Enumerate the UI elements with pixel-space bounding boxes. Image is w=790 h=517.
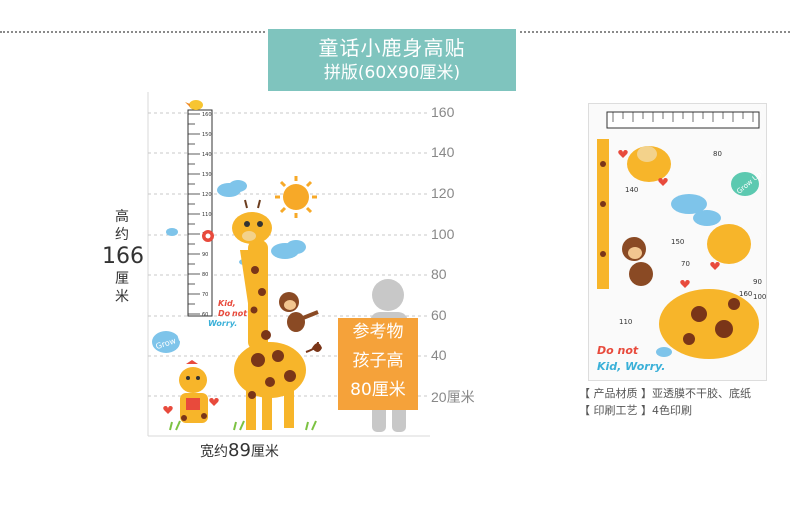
reference-line3: 80厘米 <box>350 380 406 400</box>
scale-label-150: 150 <box>202 132 212 138</box>
scale-label-70: 70 <box>202 292 208 298</box>
panel-num-140: 140 <box>625 186 638 194</box>
scale-100: 100 <box>431 226 455 242</box>
panel-num-160: 160 <box>739 290 752 298</box>
giraffe-illustration <box>232 199 322 430</box>
height-char-gao: 高 <box>115 209 129 225</box>
height-label: 高 约 166 厘 米 <box>102 208 144 306</box>
do-text: Do <box>218 309 231 318</box>
scale-label-120: 120 <box>202 192 212 198</box>
flower-icon <box>202 230 214 242</box>
scale-label-60: 60 <box>202 312 208 318</box>
print-info: 【 印刷工艺 】4色印刷 <box>579 402 692 418</box>
scale-60: 60 <box>431 307 447 323</box>
height-char-yue: 约 <box>115 227 129 243</box>
width-prefix: 宽约 <box>200 444 228 460</box>
panel-do-not: Do not <box>597 344 639 357</box>
print-label: 【 印刷工艺 】 <box>579 404 652 417</box>
panel-num-80: 80 <box>713 150 722 158</box>
title-line1: 童话小鹿身高贴 <box>318 36 466 60</box>
small-giraffe-illustration <box>163 360 219 423</box>
material-value: 亚透膜不干胶、底纸 <box>652 387 751 400</box>
reference-line2: 孩子高 <box>352 351 404 371</box>
grow-up-badge: Grow Up! <box>152 331 193 353</box>
divider-right <box>520 31 790 33</box>
scale-140: 140 <box>431 144 455 160</box>
title-line2: 拼版(60X90厘米) <box>323 63 461 83</box>
scale-120: 120 <box>431 185 455 201</box>
scale-label-110: 110 <box>202 212 212 218</box>
panel-num-90: 90 <box>753 278 762 286</box>
panel-num-70: 70 <box>681 260 690 268</box>
material-label: 【 产品材质 】 <box>579 387 652 400</box>
layout-sheet-illustration: Grow Up! Do not Kid, Worry. 80 140 150 7… <box>597 111 766 373</box>
layout-sheet-preview: Grow Up! Do not Kid, Worry. 80 140 150 7… <box>588 103 767 381</box>
panel-num-150: 150 <box>671 238 684 246</box>
kid-text: Kid, <box>218 299 236 308</box>
cloud-icon <box>166 180 306 265</box>
monkey-illustration <box>279 292 319 332</box>
scale-label-160: 160 <box>202 112 212 118</box>
panel-num-100: 100 <box>753 293 766 301</box>
scale-40: 40 <box>431 347 447 363</box>
height-value: 166 <box>102 244 144 269</box>
width-unit: 厘米 <box>250 444 279 460</box>
reference-box: 参考物 孩子高 80厘米 <box>338 318 418 410</box>
scale-label-140: 140 <box>202 152 212 158</box>
height-unit-mi: 米 <box>115 289 129 305</box>
panel-kid-worry: Kid, Worry. <box>597 360 665 373</box>
bird-icon <box>189 100 203 110</box>
material-info: 【 产品材质 】亚透膜不干胶、底纸 <box>579 385 751 401</box>
illustration-ruler: 160 150 140 130 120 110 100 90 80 70 60 <box>185 100 213 318</box>
width-value: 89 <box>228 440 251 461</box>
scale-80: 80 <box>431 266 447 282</box>
scale-label-80: 80 <box>202 272 208 278</box>
panel-num-110: 110 <box>619 318 632 326</box>
sun-icon <box>275 176 317 218</box>
not-text: not <box>232 309 248 318</box>
worry-text: Worry. <box>208 319 237 328</box>
reference-line1: 参考物 <box>352 322 404 342</box>
divider-left <box>0 31 265 33</box>
scale-label-130: 130 <box>202 172 212 178</box>
print-value: 4色印刷 <box>652 404 692 417</box>
scale-160: 160 <box>431 104 455 120</box>
height-unit-li: 厘 <box>115 271 129 287</box>
width-label: 宽约89厘米 <box>200 440 279 461</box>
scale-label-90: 90 <box>202 252 208 258</box>
scale-20-cm: 20厘米 <box>431 389 475 405</box>
title-banner: 童话小鹿身高贴 拼版(60X90厘米) <box>268 29 516 91</box>
